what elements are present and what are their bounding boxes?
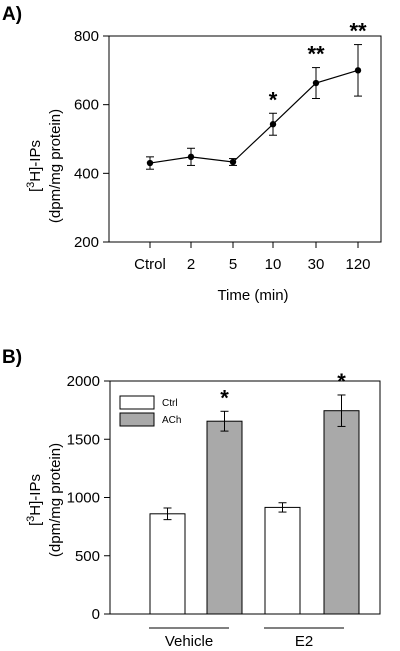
panel-a-data-point (146, 159, 154, 167)
panel-a-x-tick-label: 120 (345, 256, 370, 273)
panel-b-significance-marker: * (337, 369, 346, 394)
panel-a-ticks: 200 400 600 800 Ctrol 2 5 10 30 120 (74, 28, 371, 273)
panel-b-bar (264, 506, 301, 615)
panel-a-x-tick-label: 30 (308, 256, 325, 273)
panel-b-label: B) (2, 347, 22, 368)
panel-a-y-tick-label: 200 (74, 234, 99, 251)
panel-a-significance-marker: ** (307, 42, 325, 67)
panel-b-group-label: E2 (295, 633, 313, 650)
panel-a-y-axis-label: [3H]-IPs (dpm/mg protein) (25, 109, 64, 223)
panel-a-x-tick-label: 5 (229, 256, 237, 273)
svg-text:[3H]-IPs: [3H]-IPs (25, 474, 44, 526)
panel-b-significance-marker: * (220, 385, 229, 410)
panel-b-legend-label: ACh (162, 415, 181, 426)
panel-b-group-labels: Vehicle E2 (149, 627, 344, 650)
panel-b-group-label: Vehicle (165, 633, 213, 650)
panel-a-x-tick-label: 2 (187, 256, 195, 273)
panel-a-data-point (354, 67, 362, 74)
panel-b-bar (149, 513, 186, 615)
panel-b-bar (206, 420, 243, 615)
panel-a-data-point (269, 121, 277, 128)
panel-b-y-tick-label: 1500 (67, 431, 100, 448)
panel-a-x-axis-label: Time (min) (217, 287, 288, 304)
panel-b-legend-swatch (119, 395, 155, 410)
panel-b-bar (323, 410, 360, 615)
panel-a-data-point (187, 153, 195, 161)
panel-a-y-tick-label: 400 (74, 165, 99, 182)
panel-b-ticks: 0 500 1000 1500 2000 (67, 373, 110, 623)
panel-a-plot-frame (108, 35, 382, 243)
panel-b: B) [3H]-IPs (dpm/mg protein) 0 500 1000 150… (2, 347, 381, 650)
panel-b-y-tick-label: 0 (92, 606, 100, 623)
panel-b-legend-swatch (119, 412, 155, 427)
panel-b-legend: Ctrl ACh (119, 395, 181, 427)
svg-text:[3H]-IPs: [3H]-IPs (25, 140, 44, 192)
panel-a-label: A) (2, 4, 22, 25)
panel-a-x-tick-label: Ctrol (134, 256, 166, 273)
panel-b-y-tick-label: 2000 (67, 373, 100, 390)
panel-a-significance-marker: * (269, 87, 278, 112)
panel-b-y-tick-label: 1000 (67, 490, 100, 507)
panel-a-y-tick-label: 600 (74, 97, 99, 114)
panel-a-y-tick-label: 800 (74, 28, 99, 45)
panel-a-data-point (229, 158, 237, 166)
panel-a: A) [3H]-IPs (dpm/mg protein) 200 400 600 80… (2, 4, 382, 304)
panel-a-data: ***** (146, 19, 367, 170)
panel-b-data: ** (149, 369, 360, 615)
panel-b-y-tick-label: 500 (75, 548, 100, 565)
panel-a-significance-marker: ** (349, 19, 367, 44)
panel-b-y-label-unit: (dpm/mg protein) (47, 443, 64, 557)
panel-b-y-axis-label: [3H]-IPs (dpm/mg protein) (25, 443, 64, 557)
panel-a-data-point (312, 79, 320, 87)
panel-a-y-label-unit: (dpm/mg protein) (47, 109, 64, 223)
panel-a-series-line (149, 69, 359, 164)
panel-b-legend-label: Ctrl (162, 398, 178, 409)
panel-a-x-tick-label: 10 (265, 256, 282, 273)
